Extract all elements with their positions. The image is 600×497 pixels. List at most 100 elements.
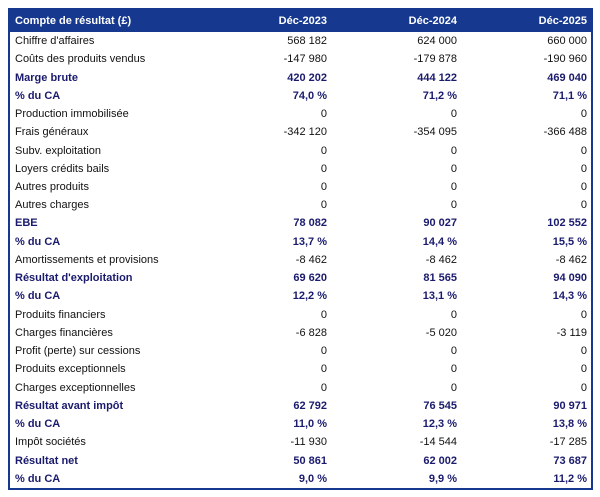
row-value: 73 687 (553, 454, 587, 467)
row-label: % du CA (15, 418, 61, 431)
table-row: Résultat d'exploitation 69 620 81 565 94 09… (10, 269, 591, 287)
table-row: Produits financiers 0 0 0 (10, 306, 591, 324)
row-label: % du CA (15, 290, 61, 303)
row-value: 0 (450, 381, 457, 394)
row-value: 0 (450, 144, 457, 157)
table-row: Chiffre d'affaires 568 182 624 000 660 000 (10, 32, 591, 50)
row-label: Résultat net (15, 454, 78, 467)
row-label: Charges exceptionnelles (15, 381, 136, 394)
row-label: Chiffre d'affaires (15, 35, 95, 48)
table-row: % du CA 13,7 % 14,4 % 15,5 % (10, 233, 591, 251)
row-label: Coûts des produits vendus (15, 53, 146, 66)
row-value: 11,2 % (553, 472, 587, 485)
row-value: 0 (320, 108, 327, 121)
row-value: -8 462 (295, 253, 327, 266)
table-row: Charges financières -6 828 -5 020 -3 119 (10, 324, 591, 342)
row-value: -342 120 (283, 126, 327, 139)
table-row: Autres charges 0 0 0 (10, 196, 591, 214)
row-value: 0 (450, 108, 457, 121)
row-value: -17 285 (549, 436, 587, 449)
row-value: 0 (580, 180, 587, 193)
row-value: 568 182 (287, 35, 327, 48)
table-row: Subv. exploitation 0 0 0 (10, 141, 591, 159)
row-value: 0 (580, 199, 587, 212)
row-label: EBE (15, 217, 38, 230)
row-value: 0 (450, 180, 457, 193)
income-statement-table: Compte de résultat (£) Déc-2023 Déc-2024… (8, 8, 593, 490)
row-value: 9,0 % (298, 472, 327, 485)
row-label: Frais généraux (15, 126, 89, 139)
row-value: 13,1 % (422, 290, 457, 303)
table-row: Production immobilisée 0 0 0 (10, 105, 591, 123)
row-value: -5 020 (425, 326, 457, 339)
table-row: Produits exceptionnels 0 0 0 (10, 360, 591, 378)
table-row: Impôt sociétés -11 930 -14 544 -17 285 (10, 433, 591, 451)
row-value: 0 (580, 162, 587, 175)
row-value: 15,5 % (552, 235, 587, 248)
row-value: 660 000 (547, 35, 587, 48)
row-value: 444 122 (417, 71, 457, 84)
row-value: 0 (320, 363, 327, 376)
row-value: 0 (580, 363, 587, 376)
row-value: -8 462 (425, 253, 457, 266)
row-value: -366 488 (543, 126, 587, 139)
row-value: -6 828 (295, 326, 327, 339)
row-value: 0 (320, 199, 327, 212)
row-value: 11,0 % (293, 418, 327, 431)
row-value: -11 930 (290, 436, 328, 449)
row-value: -179 878 (413, 53, 457, 66)
row-value: 0 (580, 308, 587, 321)
row-value: 0 (580, 144, 587, 157)
row-label: % du CA (15, 472, 61, 485)
table-row: Loyers crédits bails 0 0 0 (10, 160, 591, 178)
row-value: 76 545 (423, 399, 457, 412)
row-value: 0 (320, 162, 327, 175)
row-label: Autres produits (15, 180, 89, 193)
row-value: 12,3 % (422, 418, 457, 431)
table-row: Résultat avant impôt 62 792 76 545 90 971 (10, 397, 591, 415)
row-label: Subv. exploitation (15, 144, 102, 157)
row-label: Autres charges (15, 199, 89, 212)
table-title: Compte de résultat (£) (15, 15, 132, 27)
row-value: 62 002 (423, 454, 457, 467)
row-value: 0 (320, 381, 327, 394)
row-label: Charges financières (15, 326, 113, 339)
table-row: Frais généraux -342 120 -354 095 -366 488 (10, 123, 591, 141)
row-value: 78 082 (293, 217, 327, 230)
row-value: 90 971 (553, 399, 587, 412)
row-value: 13,8 % (552, 418, 587, 431)
table-row: % du CA 11,0 % 12,3 % 13,8 % (10, 415, 591, 433)
row-value: 50 861 (293, 454, 327, 467)
row-value: 14,4 % (422, 235, 457, 248)
row-value: 0 (450, 308, 457, 321)
row-label: % du CA (15, 235, 61, 248)
row-value: -14 544 (419, 436, 457, 449)
row-value: -190 960 (543, 53, 587, 66)
table-row: EBE 78 082 90 027 102 552 (10, 214, 591, 232)
table-row: Marge brute 420 202 444 122 469 040 (10, 68, 591, 86)
row-value: 0 (320, 308, 327, 321)
row-value: 0 (580, 381, 587, 394)
row-value: 0 (580, 108, 587, 121)
row-value: 0 (320, 345, 327, 358)
table-row: Profit (perte) sur cessions 0 0 0 (10, 342, 591, 360)
row-label: Résultat avant impôt (15, 399, 124, 412)
row-label: Amortissements et provisions (15, 253, 159, 266)
row-value: 0 (580, 345, 587, 358)
row-value: 102 552 (547, 217, 587, 230)
table-row: Charges exceptionnelles 0 0 0 (10, 378, 591, 396)
row-label: Produits financiers (15, 308, 106, 321)
row-value: 469 040 (547, 71, 587, 84)
row-label: Impôt sociétés (15, 436, 86, 449)
row-label: Produits exceptionnels (15, 363, 126, 376)
row-value: 14,3 % (552, 290, 587, 303)
row-value: 9,9 % (428, 472, 457, 485)
row-label: Profit (perte) sur cessions (15, 345, 141, 358)
row-value: 420 202 (287, 71, 327, 84)
table-row: Coûts des produits vendus -147 980 -179 87… (10, 50, 591, 68)
table-header-row: Compte de résultat (£) Déc-2023 Déc-2024… (10, 10, 591, 32)
table-row: % du CA 74,0 % 71,2 % 71,1 % (10, 87, 591, 105)
row-value: 74,0 % (292, 89, 327, 102)
table-row: Autres produits 0 0 0 (10, 178, 591, 196)
